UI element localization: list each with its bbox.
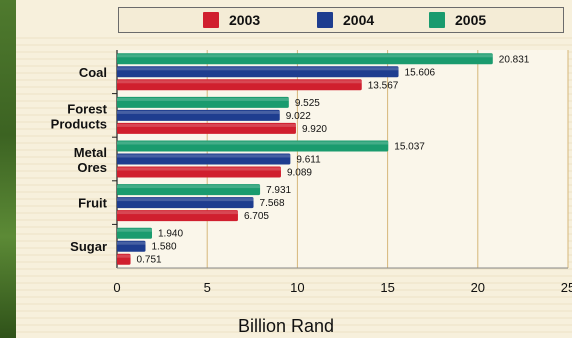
legend-item-2005: 2005 [429,12,486,28]
legend-swatch-2004 [317,12,333,28]
data-label: 9.525 [295,98,320,109]
data-label: 9.920 [302,124,327,135]
data-label: 9.089 [287,168,312,179]
bar-highlight [117,228,152,232]
bar-highlight [117,211,238,215]
bar-2003 [117,166,281,178]
bar-highlight [117,141,389,145]
bar-2003 [117,122,296,134]
category-label-line: Forest [67,101,107,116]
bar-2004 [117,109,280,121]
data-label: 1.580 [152,242,177,253]
category-label: Coal [79,65,107,80]
category-label: Sugar [70,239,107,254]
x-axis-title: Billion Rand [237,316,335,336]
bar-highlight [117,185,261,189]
bar-2005 [117,227,152,239]
bar-highlight [117,154,291,158]
bar-2004 [117,240,146,252]
data-label: 20.831 [499,54,530,65]
data-label: 13.567 [368,80,399,91]
category-label-line: Products [51,116,107,131]
legend-label-2003: 2003 [229,12,261,28]
legend-swatch-2005 [429,12,445,28]
data-label: 9.611 [296,155,321,166]
data-label: 7.568 [260,198,285,209]
x-tick-label: 10 [290,280,304,295]
data-label: 7.931 [266,185,291,196]
x-tick-label: 0 [113,280,120,295]
x-tick-label: 25 [561,280,572,295]
bar-highlight [117,110,280,114]
data-label: 1.940 [158,229,183,240]
bar-2005 [117,140,389,152]
category-label: Forest Products [51,101,108,131]
data-label: 15.606 [405,67,436,78]
data-label: 9.022 [286,111,311,122]
legend-item-2003: 2003 [203,12,260,28]
x-tick-label: 5 [204,280,211,295]
bar-highlight [117,54,493,58]
bar-2003 [117,253,131,265]
x-tick-label: 20 [471,280,485,295]
bar-2005 [117,53,493,65]
bar-highlight [117,123,296,127]
bar-2005 [117,96,289,108]
legend: 2003 2004 2005 [118,7,564,33]
legend-item-2004: 2004 [317,12,374,28]
legend-label-2005: 2005 [455,12,487,28]
data-label: 0.751 [137,255,162,266]
bar-highlight [117,198,254,202]
category-label: Metal Ores [74,145,107,175]
legend-swatch-2003 [203,12,219,28]
category-label: Fruit [78,196,108,211]
bar-highlight [117,97,289,101]
bar-2003 [117,79,362,91]
bar-2004 [117,153,291,165]
bar-highlight [117,167,281,171]
legend-label-2004: 2004 [343,12,375,28]
x-tick-label: 15 [380,280,394,295]
category-label-line: Metal [74,145,107,160]
bar-2003 [117,210,238,222]
bar-2005 [117,184,261,196]
bar-highlight [117,80,362,84]
bar-2004 [117,66,399,78]
bar-highlight [117,67,399,71]
bar-highlight [117,241,146,245]
data-label: 6.705 [244,211,269,222]
leaf-background [0,0,16,338]
bar-2004 [117,197,254,209]
category-label-line: Ores [77,160,107,175]
bar-highlight [117,254,131,258]
data-label: 15.037 [394,142,425,153]
